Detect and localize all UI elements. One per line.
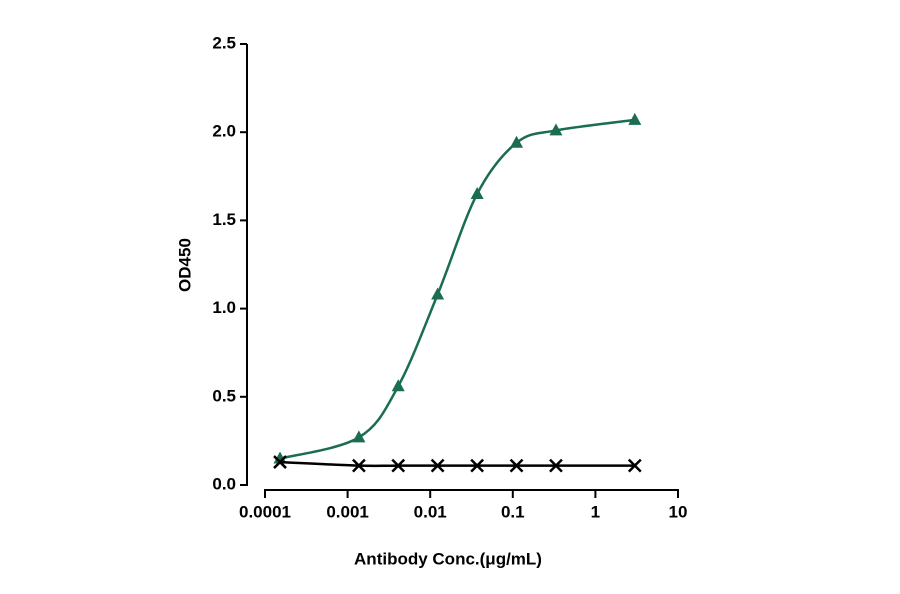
x-tick-label: 0.0001 <box>239 502 291 521</box>
x-tick-label: 0.1 <box>501 502 525 521</box>
y-tick-label: 1.5 <box>212 210 236 229</box>
marker <box>549 458 563 473</box>
y-tick-label: 2.0 <box>212 122 236 141</box>
marker <box>549 123 563 136</box>
marker <box>470 186 484 199</box>
marker <box>273 455 287 469</box>
y-tick-label: 1.0 <box>212 298 236 317</box>
marker <box>628 112 642 125</box>
x-tick-label: 0.01 <box>414 502 447 521</box>
y-tick-label: 0.5 <box>212 386 236 405</box>
y-tick-label: 0.0 <box>212 474 236 493</box>
y-axis-label: OD450 <box>175 238 194 292</box>
marker <box>510 135 524 148</box>
x-tick-label: 0.001 <box>326 502 369 521</box>
marker <box>509 458 524 473</box>
x-tick-label: 10 <box>669 502 688 521</box>
marker <box>430 458 445 473</box>
marker <box>431 287 445 300</box>
series-line <box>279 460 635 468</box>
marker <box>352 430 366 443</box>
series-line <box>279 118 635 460</box>
marker <box>627 458 642 473</box>
x-tick-label: 1 <box>591 502 600 521</box>
x-axis-label: Antibody Conc.(μg/mL) <box>354 549 542 568</box>
marker <box>470 458 485 473</box>
marker <box>352 458 366 473</box>
marker <box>391 458 406 473</box>
y-tick-label: 2.5 <box>212 33 236 52</box>
marker <box>391 379 405 392</box>
